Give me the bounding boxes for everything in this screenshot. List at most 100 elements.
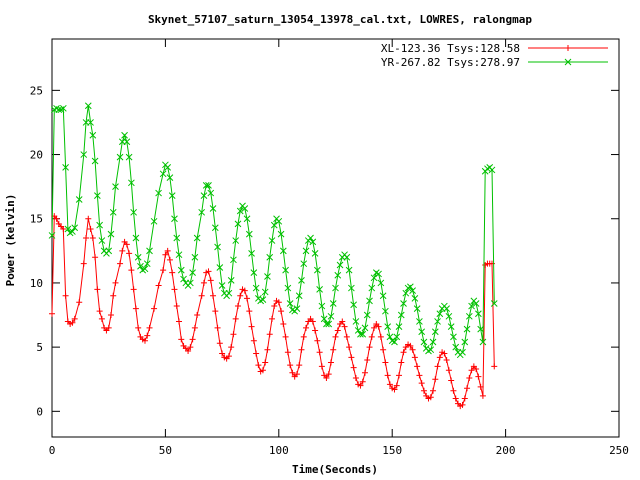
data-point — [429, 338, 437, 346]
data-point — [329, 300, 337, 307]
data-point — [418, 380, 425, 387]
data-point — [236, 207, 244, 215]
y-axis-label: Power (kelvin) — [4, 194, 17, 287]
x-tick-label: 250 — [609, 444, 629, 457]
data-point — [171, 215, 178, 223]
data-point — [377, 333, 384, 340]
series-line — [51, 105, 495, 356]
data-point — [210, 292, 217, 299]
data-point — [368, 333, 375, 340]
data-point — [164, 164, 172, 171]
data-point — [146, 324, 153, 331]
data-point — [402, 289, 410, 297]
data-point — [414, 363, 421, 370]
data-point — [427, 394, 434, 401]
data-point — [83, 235, 90, 241]
data-point — [368, 284, 376, 292]
data-point — [452, 395, 459, 402]
data-point — [214, 243, 221, 251]
data-point — [228, 344, 235, 351]
data-point — [110, 292, 117, 299]
data-point — [117, 260, 124, 267]
data-point — [211, 224, 219, 232]
data-point — [363, 311, 371, 319]
data-point — [71, 224, 79, 232]
data-point — [452, 343, 460, 351]
data-point — [180, 275, 187, 283]
data-point — [377, 279, 385, 287]
data-point — [343, 333, 350, 340]
data-point — [241, 205, 249, 212]
data-point — [398, 359, 405, 366]
data-point — [119, 247, 126, 254]
data-point — [87, 119, 94, 126]
data-point — [409, 287, 416, 294]
data-point — [189, 269, 196, 277]
data-point — [207, 277, 214, 284]
data-point — [348, 354, 355, 361]
data-point — [271, 303, 278, 310]
data-point — [312, 327, 319, 334]
data-point — [325, 320, 333, 328]
data-point — [175, 251, 183, 259]
data-point — [359, 330, 367, 338]
data-point — [250, 337, 257, 344]
data-point — [84, 102, 92, 110]
data-point — [318, 302, 326, 310]
data-point — [266, 253, 274, 261]
data-point — [325, 371, 332, 378]
data-point — [185, 347, 192, 354]
data-point — [59, 104, 67, 112]
data-point — [275, 217, 283, 225]
data-point — [109, 208, 117, 216]
data-point — [262, 359, 269, 366]
data-point — [330, 346, 337, 353]
data-point — [123, 241, 130, 248]
data-point — [151, 305, 158, 312]
data-point — [336, 261, 344, 269]
data-point — [219, 350, 226, 357]
data-point — [436, 310, 444, 318]
data-point — [461, 395, 468, 402]
data-point — [89, 131, 97, 139]
data-point — [293, 305, 301, 312]
data-point — [298, 346, 305, 353]
data-point — [135, 324, 142, 331]
data-point — [366, 297, 373, 305]
data-point — [416, 372, 423, 379]
data-point — [468, 302, 475, 310]
data-point — [80, 260, 87, 267]
data-point — [207, 189, 215, 197]
data-point — [459, 348, 466, 356]
data-point — [468, 367, 475, 374]
data-point — [359, 378, 366, 385]
data-point — [69, 228, 76, 235]
data-point — [434, 318, 441, 325]
data-point — [282, 266, 289, 274]
data-point — [286, 300, 294, 307]
data-point — [318, 363, 325, 370]
data-point — [234, 303, 241, 310]
data-point — [334, 271, 342, 279]
data-point — [232, 315, 239, 322]
data-point — [427, 346, 435, 354]
data-point — [264, 346, 271, 353]
data-point — [216, 264, 224, 271]
data-point — [407, 342, 414, 349]
data-point — [332, 284, 339, 292]
data-point — [391, 386, 398, 393]
y-tick-label: 25 — [30, 84, 43, 97]
data-point — [49, 310, 55, 317]
data-point — [164, 247, 171, 254]
data-point — [386, 381, 393, 388]
data-point — [384, 323, 392, 330]
data-point — [200, 192, 208, 199]
data-point — [202, 182, 210, 189]
data-point — [91, 157, 99, 165]
data-point — [92, 254, 99, 261]
chart-title: Skynet_57107_saturn_13054_13978_cal.txt,… — [148, 13, 532, 26]
data-point — [420, 387, 427, 394]
data-point — [173, 303, 180, 310]
data-point — [280, 321, 287, 328]
